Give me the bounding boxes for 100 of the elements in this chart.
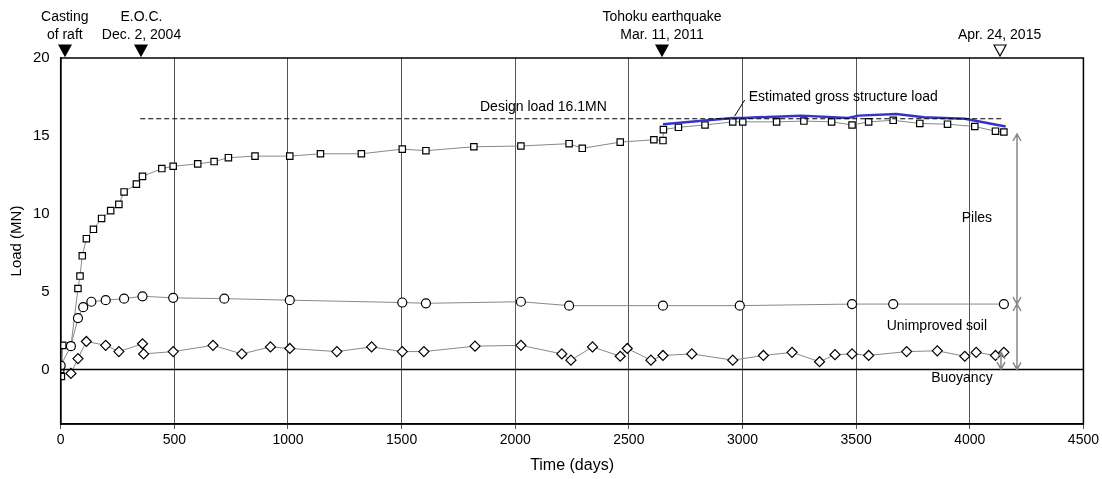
- point: [397, 297, 408, 308]
- point: [65, 367, 77, 379]
- point: [132, 180, 141, 188]
- point: [120, 188, 128, 196]
- x-tick-label: 2000: [499, 431, 532, 448]
- point: [470, 142, 478, 151]
- point: [772, 118, 781, 126]
- point: [657, 349, 669, 362]
- point: [115, 200, 123, 209]
- point: [991, 127, 1000, 135]
- point: [578, 144, 587, 153]
- y-tick-label: 10: [33, 203, 50, 221]
- text: Tohoku earthquake Mar. 11, 2011: [602, 7, 722, 42]
- point: [78, 302, 89, 313]
- x-tick-label: 1500: [386, 431, 418, 448]
- point: [565, 354, 577, 366]
- point: [74, 284, 82, 293]
- point: [657, 300, 669, 311]
- point: [224, 153, 233, 162]
- point: [100, 295, 111, 306]
- point: [846, 348, 858, 360]
- point: [284, 295, 295, 306]
- point: [931, 345, 943, 357]
- point: [846, 298, 858, 310]
- point: [564, 300, 575, 311]
- point: [366, 341, 378, 353]
- point: [515, 296, 527, 307]
- point: [193, 160, 202, 168]
- point: [137, 291, 148, 302]
- point: [113, 345, 125, 358]
- point: [398, 145, 407, 153]
- point: [728, 118, 737, 126]
- point: [645, 354, 657, 366]
- point: [284, 342, 296, 355]
- point: [515, 339, 527, 351]
- point: [100, 339, 112, 351]
- point: [420, 298, 432, 309]
- y-tick-label: 0: [41, 359, 50, 377]
- point: [158, 164, 166, 173]
- point: [650, 135, 658, 144]
- point: [971, 122, 979, 131]
- point: [78, 252, 87, 260]
- point: [106, 206, 115, 215]
- point: [396, 345, 408, 358]
- x-tick-label: 3500: [840, 431, 872, 448]
- point: [418, 345, 430, 358]
- point: [970, 346, 982, 358]
- text: E.O.C. Dec. 2, 2004: [101, 7, 182, 42]
- point: [357, 150, 366, 158]
- point: [800, 117, 808, 125]
- point: [916, 119, 924, 128]
- point: [659, 136, 667, 145]
- x-tick-label: 2500: [613, 431, 645, 448]
- x-tick-label: 1000: [272, 431, 304, 448]
- point: [72, 352, 84, 365]
- point: [888, 298, 899, 310]
- x-axis-title: Time (days): [530, 455, 614, 473]
- point: [848, 121, 856, 129]
- point: [264, 341, 277, 353]
- point: [316, 150, 325, 158]
- point: [686, 348, 698, 360]
- point: [813, 356, 826, 368]
- point: [565, 139, 573, 148]
- x-tick-label: 0: [56, 431, 65, 448]
- text: Apr. 24, 2015: [957, 25, 1042, 42]
- point: [89, 225, 98, 234]
- point: [734, 300, 745, 311]
- point: [959, 350, 971, 362]
- point: [621, 342, 633, 355]
- y-tick-label: 15: [33, 126, 50, 144]
- point: [616, 138, 625, 146]
- point: [943, 120, 952, 128]
- point: [168, 292, 179, 303]
- point: [998, 298, 1009, 310]
- point: [757, 349, 770, 362]
- point: [469, 340, 481, 352]
- point: [136, 338, 149, 350]
- point: [286, 152, 294, 160]
- point: [738, 118, 747, 126]
- point: [422, 146, 430, 155]
- point: [701, 121, 709, 129]
- y-tick-label: 20: [33, 48, 50, 66]
- y-tick-label: 5: [41, 281, 50, 299]
- point: [219, 293, 230, 304]
- point: [331, 345, 343, 358]
- point: [517, 142, 525, 150]
- x-tick-label: 3000: [726, 431, 759, 448]
- x-tick-label: 4500: [1067, 431, 1100, 448]
- x-tick-label: 4000: [954, 431, 986, 448]
- text: Casting of raft: [41, 7, 89, 42]
- point: [727, 354, 739, 366]
- point: [556, 348, 568, 360]
- point: [586, 341, 599, 353]
- point: [119, 293, 130, 304]
- x-tick-label: 500: [162, 431, 187, 448]
- point: [614, 350, 626, 362]
- point: [251, 152, 259, 160]
- point: [901, 345, 913, 358]
- point: [863, 349, 875, 362]
- point: [76, 272, 84, 280]
